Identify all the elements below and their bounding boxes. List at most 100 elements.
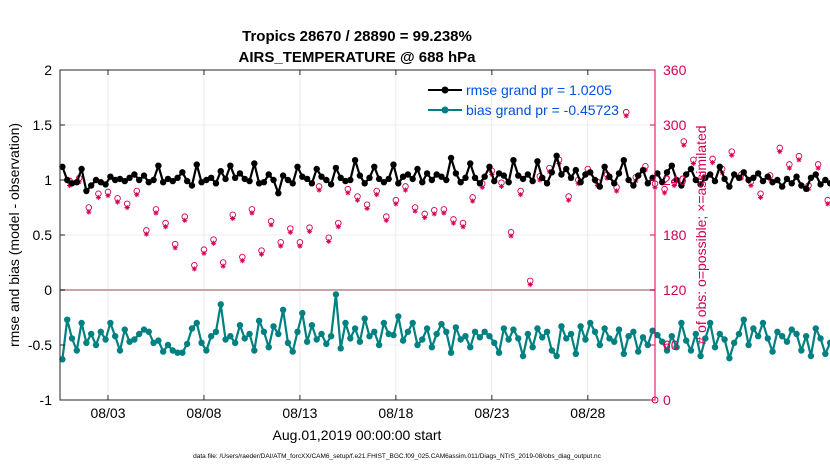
- rmse-point: [822, 176, 829, 184]
- rmse-point: [716, 163, 723, 170]
- rmse-point: [59, 163, 66, 170]
- rmse-point: [155, 162, 162, 169]
- bias-point: [452, 324, 460, 331]
- bias-point: [788, 326, 795, 333]
- data-file-footnote: data file: /Users/raeder/DAI/ATM_forcXX/…: [193, 453, 602, 460]
- rmse-point: [759, 177, 767, 185]
- rmse-point: [486, 163, 493, 170]
- bias-point: [529, 344, 536, 351]
- rmse-point: [654, 170, 661, 177]
- rmse-point: [390, 161, 397, 168]
- y2-tick-label: 180: [663, 227, 687, 243]
- rmse-point: [198, 179, 205, 186]
- rmse-point: [68, 180, 76, 187]
- obs-assimilated-marker: [690, 160, 696, 167]
- bias-point: [486, 333, 493, 340]
- x-axis-label: Aug.01,2019 00:00:00 start: [273, 427, 442, 443]
- rmse-point: [826, 180, 830, 187]
- obs-assimilated-marker: [470, 198, 476, 204]
- bias-point: [241, 335, 248, 342]
- bias-point: [140, 326, 148, 333]
- rmse-point: [462, 174, 469, 181]
- obs-assimilated-marker: [393, 201, 399, 207]
- bias-point: [750, 325, 757, 332]
- bias-point: [774, 328, 781, 335]
- bias-point: [769, 348, 776, 355]
- rmse-point: [270, 176, 277, 184]
- obs-assimilated-marker: [210, 240, 217, 246]
- y-tick-label: 0: [44, 282, 52, 298]
- obs-assimilated-marker: [815, 165, 821, 171]
- rmse-point: [798, 182, 805, 189]
- rmse-point: [63, 176, 71, 184]
- rmse-point: [510, 157, 517, 164]
- bias-point: [265, 344, 272, 351]
- bias-point: [438, 320, 445, 328]
- obs-assimilated-marker: [777, 148, 783, 155]
- bias-point: [572, 350, 580, 357]
- bias-point: [419, 336, 426, 343]
- bias-point: [730, 339, 738, 346]
- chart-title: Tropics 28670 / 28890 = 99.238%: [242, 28, 472, 45]
- bias-point: [822, 350, 829, 357]
- bias-point: [702, 335, 709, 342]
- rmse-point: [764, 173, 771, 180]
- bias-point: [188, 325, 196, 332]
- rmse-point: [658, 179, 666, 186]
- rmse-point: [183, 177, 191, 185]
- rmse-point: [615, 170, 623, 177]
- bias-point: [203, 347, 210, 354]
- bias-point: [476, 334, 484, 341]
- bias-point: [678, 319, 685, 327]
- bias-point: [524, 330, 532, 338]
- rmse-point: [222, 175, 229, 183]
- bias-point: [635, 348, 642, 355]
- bias-point: [131, 336, 138, 343]
- obs-assimilated-marker: [709, 159, 716, 166]
- x-tick-label: 08/03: [90, 405, 125, 421]
- bias-point: [390, 331, 397, 339]
- bias-point: [289, 348, 296, 355]
- obs-assimilated-marker: [191, 266, 197, 272]
- rmse-point: [438, 173, 445, 180]
- rmse-point: [361, 180, 368, 187]
- bias-point: [164, 341, 172, 349]
- bias-point: [620, 350, 628, 357]
- obs-assimilated-marker: [460, 224, 466, 230]
- rmse-point: [404, 171, 412, 178]
- bias-point: [505, 336, 512, 343]
- bias-point: [323, 340, 330, 348]
- rmse-point: [217, 168, 224, 175]
- bias-point: [183, 340, 191, 348]
- rmse-point: [711, 177, 719, 185]
- bias-point: [198, 339, 205, 346]
- rmse-point: [279, 172, 287, 179]
- bias-point: [155, 337, 162, 344]
- obs-assimilated-marker: [201, 250, 207, 256]
- rmse-point: [246, 177, 253, 185]
- x-tick-label: 08/08: [186, 405, 221, 421]
- rmse-point: [721, 175, 728, 183]
- bias-point: [159, 348, 167, 355]
- bias-point: [726, 355, 733, 362]
- bias-point: [150, 339, 157, 346]
- obs-assimilated-marker: [268, 222, 274, 228]
- obs-assimilated-marker: [114, 199, 121, 205]
- bias-point: [332, 291, 340, 298]
- bias-point: [716, 330, 723, 338]
- rmse-point: [303, 175, 311, 183]
- y-axis-label: rmse and bias (model - observation): [6, 123, 22, 347]
- bias-point: [687, 347, 695, 354]
- bias-point: [764, 335, 771, 342]
- bias-point: [279, 306, 287, 313]
- bias-point: [615, 326, 623, 333]
- rmse-point: [294, 163, 301, 170]
- bias-point: [404, 328, 412, 335]
- bias-point: [351, 325, 359, 332]
- bias-point: [740, 316, 747, 323]
- rmse-point: [726, 183, 733, 190]
- rmse-point: [519, 175, 527, 183]
- bias-point: [275, 330, 282, 338]
- obs-assimilated-marker: [661, 190, 668, 196]
- rmse-point: [255, 180, 263, 187]
